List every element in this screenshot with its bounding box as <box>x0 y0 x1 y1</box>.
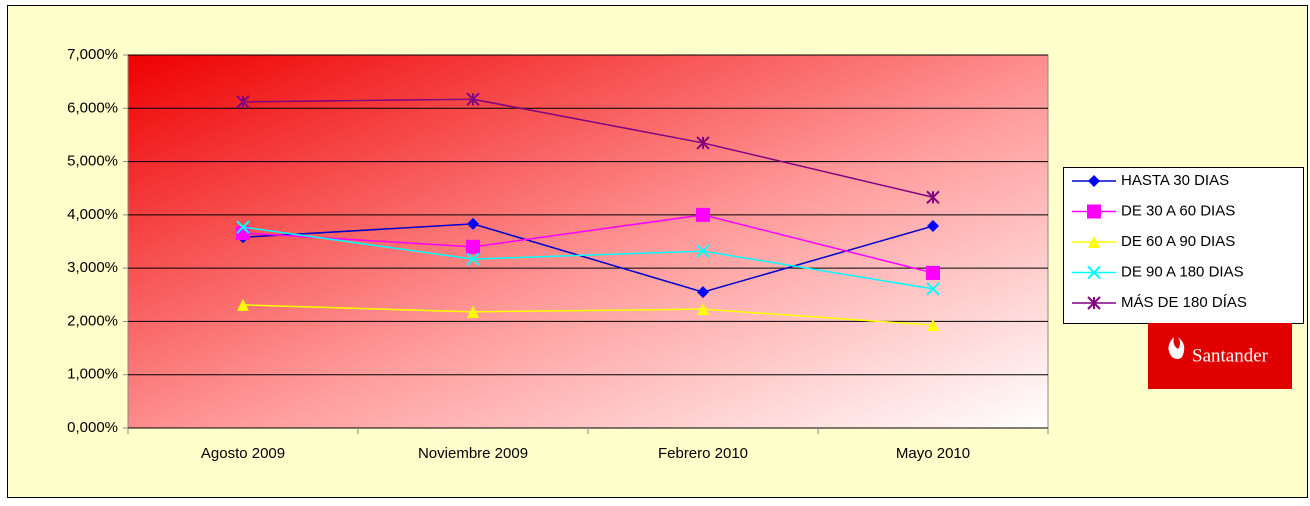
y-tick-label: 1,000% <box>67 366 118 383</box>
legend-marker <box>1088 236 1100 248</box>
data-point <box>466 92 480 106</box>
legend-marker <box>1087 204 1101 219</box>
data-point <box>927 319 939 332</box>
legend-marker <box>1087 296 1101 310</box>
data-point <box>466 239 480 254</box>
legend-box <box>1063 167 1304 324</box>
data-point <box>696 207 710 222</box>
legend-label: DE 90 A 180 DIAS <box>1121 263 1244 280</box>
y-tick-label: 3,000% <box>67 259 118 276</box>
data-point <box>236 95 250 109</box>
series-line <box>242 223 934 293</box>
logo-flame <box>1168 337 1185 359</box>
data-point <box>697 303 709 316</box>
plot-area <box>127 54 1049 429</box>
data-point <box>696 136 710 150</box>
legend-marker <box>1087 265 1101 280</box>
x-tick-label: Agosto 2009 <box>201 445 285 462</box>
y-tick-label: 2,000% <box>67 312 118 329</box>
data-point <box>927 220 939 233</box>
x-tick-label: Febrero 2010 <box>658 445 748 462</box>
data-point <box>467 305 479 318</box>
data-point <box>236 220 250 234</box>
data-point <box>697 286 709 299</box>
legend-marker <box>1088 175 1100 187</box>
data-point <box>696 244 710 258</box>
data-point <box>237 298 249 311</box>
legend-label: HASTA 30 DIAS <box>1121 172 1229 189</box>
legend-label: MÁS DE 180 DÍAS <box>1121 294 1247 311</box>
x-tick-label: Mayo 2010 <box>896 445 970 462</box>
y-tick-label: 0,000% <box>67 419 118 436</box>
legend-label: DE 30 A 60 DIAS <box>1121 202 1235 219</box>
series-line <box>242 226 934 290</box>
legend-label: DE 60 A 90 DIAS <box>1121 233 1235 250</box>
logo-text: Santander <box>1192 345 1269 366</box>
y-tick-label: 7,000% <box>67 46 118 63</box>
y-tick-label: 6,000% <box>67 99 118 116</box>
series-line <box>242 98 934 199</box>
series-line <box>242 304 934 326</box>
data-point <box>926 190 940 204</box>
series-line <box>242 214 934 274</box>
data-point <box>467 217 479 230</box>
y-tick-label: 4,000% <box>67 206 118 223</box>
y-tick-label: 5,000% <box>67 153 118 170</box>
data-point <box>926 282 940 296</box>
x-tick-label: Noviembre 2009 <box>418 445 528 462</box>
data-point <box>926 265 940 280</box>
data-point <box>466 252 480 266</box>
